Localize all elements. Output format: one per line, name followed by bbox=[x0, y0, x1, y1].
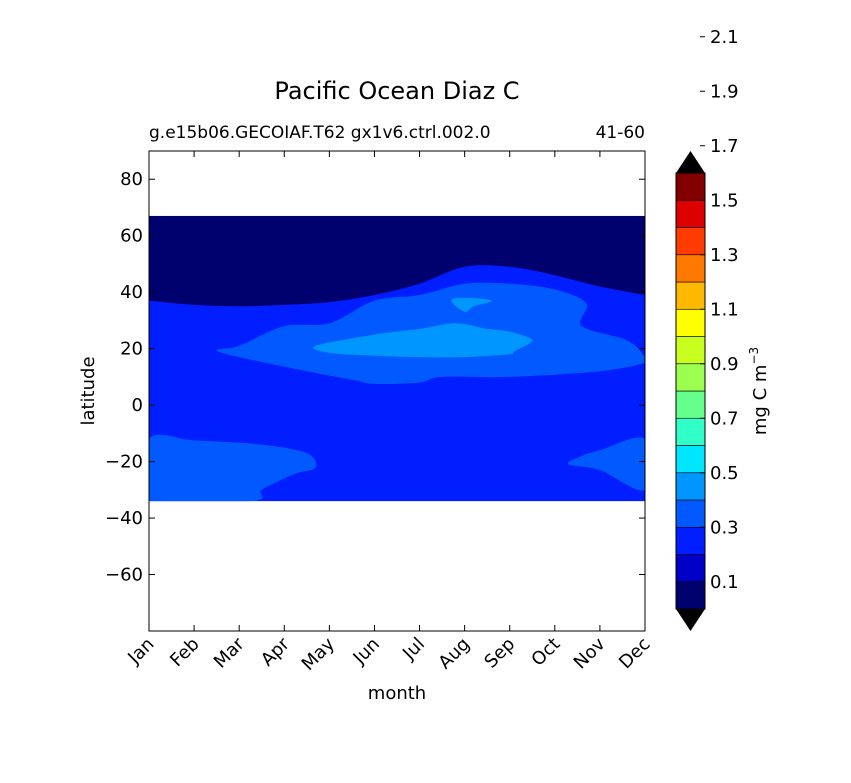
colorbar-tick-label: 0.9 bbox=[710, 354, 739, 375]
colorbar-segment bbox=[675, 336, 706, 365]
colorbar-segment bbox=[675, 254, 706, 283]
colorbar-tick-label: 1.3 bbox=[710, 245, 739, 266]
plot-area bbox=[148, 150, 646, 632]
colorbar-segment bbox=[675, 172, 706, 201]
colorbar-extend-low bbox=[676, 609, 705, 631]
chart-subtitle-right: 41-60 bbox=[596, 123, 645, 143]
colorbar-tick-label: 0.3 bbox=[710, 517, 739, 538]
colorbar-segment bbox=[675, 390, 706, 419]
colorbar-tick-label: 0.5 bbox=[710, 463, 739, 484]
colorbar-tick-label: 2.1 bbox=[710, 27, 739, 48]
y-axis-label: latitude bbox=[78, 356, 99, 425]
colorbar-segment bbox=[675, 363, 706, 392]
colorbar-label-exponent: −3 bbox=[747, 347, 761, 365]
plot-frame bbox=[148, 150, 646, 632]
colorbar-tick-label: 1.9 bbox=[710, 81, 739, 102]
colorbar-tick-label: 1.1 bbox=[710, 299, 739, 320]
x-tick-label: Oct bbox=[527, 634, 564, 671]
colorbar-segment bbox=[675, 417, 706, 446]
x-tick-label: Apr bbox=[257, 633, 294, 670]
colorbar-segment bbox=[675, 472, 706, 501]
chart-subtitle-left: g.e15b06.GECOIAF.T62 gx1v6.ctrl.002.0 bbox=[149, 123, 491, 143]
chart-title: Pacific Ocean Diaz C bbox=[274, 77, 519, 105]
contour-region-band-0.7-0.8 bbox=[313, 323, 533, 358]
colorbar-tick-label: 0.1 bbox=[710, 572, 739, 593]
y-tick-label: −60 bbox=[105, 565, 143, 586]
x-axis-label: month bbox=[368, 683, 426, 704]
contour-region-band-0.5-0.6-southeast bbox=[567, 437, 645, 491]
colorbar-segment bbox=[675, 526, 706, 555]
x-tick-label: Sep bbox=[480, 634, 519, 673]
colorbar-tick-label: 1.7 bbox=[710, 136, 739, 157]
colorbar-tick-label: 0.7 bbox=[710, 408, 739, 429]
colorbar: 0.10.30.50.70.91.11.31.51.71.92.12.32.52… bbox=[675, 27, 739, 631]
x-tick-label: Feb bbox=[166, 634, 203, 671]
colorbar-segment bbox=[675, 227, 706, 256]
x-tick-label: Jan bbox=[123, 634, 158, 669]
colorbar-extend-high bbox=[676, 151, 705, 173]
y-tick-label: 80 bbox=[120, 169, 143, 190]
x-tick-label: Jul bbox=[398, 634, 429, 665]
colorbar-segment bbox=[675, 199, 706, 228]
y-tick-label: 20 bbox=[120, 339, 143, 360]
contour-region-band-0.1-0.2 bbox=[149, 215, 645, 307]
x-tick-label: Dec bbox=[615, 634, 654, 673]
contour-region-band-0.7-0.8-island bbox=[451, 297, 492, 313]
contour-region-band-0.5-0.6-southwest bbox=[149, 434, 317, 502]
y-tick-label: 40 bbox=[120, 282, 143, 303]
colorbar-segment bbox=[675, 554, 706, 583]
colorbar-segment bbox=[675, 308, 706, 337]
colorbar-segment bbox=[675, 499, 706, 528]
x-tick-label: Nov bbox=[570, 633, 610, 673]
x-tick-label: Aug bbox=[434, 634, 474, 674]
y-tick-label: 60 bbox=[120, 226, 143, 247]
x-tick-label: Jun bbox=[349, 634, 384, 669]
colorbar-label: mg C m−3 bbox=[747, 347, 771, 435]
colorbar-segment bbox=[675, 581, 706, 610]
colorbar-tick-label: 1.5 bbox=[710, 190, 739, 211]
y-tick-label: 0 bbox=[132, 395, 143, 416]
colorbar-label-text: mg C m bbox=[750, 365, 771, 436]
colorbar-segment bbox=[675, 445, 706, 474]
x-tick-label: Mar bbox=[210, 633, 249, 672]
y-tick-label: −40 bbox=[105, 508, 143, 529]
y-axis-ticks: 80 60 40 20 0 −20 −40 −60 bbox=[105, 169, 645, 586]
colorbar-segment bbox=[675, 281, 706, 310]
y-tick-label: −20 bbox=[105, 452, 143, 473]
colorbar-frame bbox=[675, 172, 706, 610]
x-tick-label: May bbox=[298, 633, 339, 674]
